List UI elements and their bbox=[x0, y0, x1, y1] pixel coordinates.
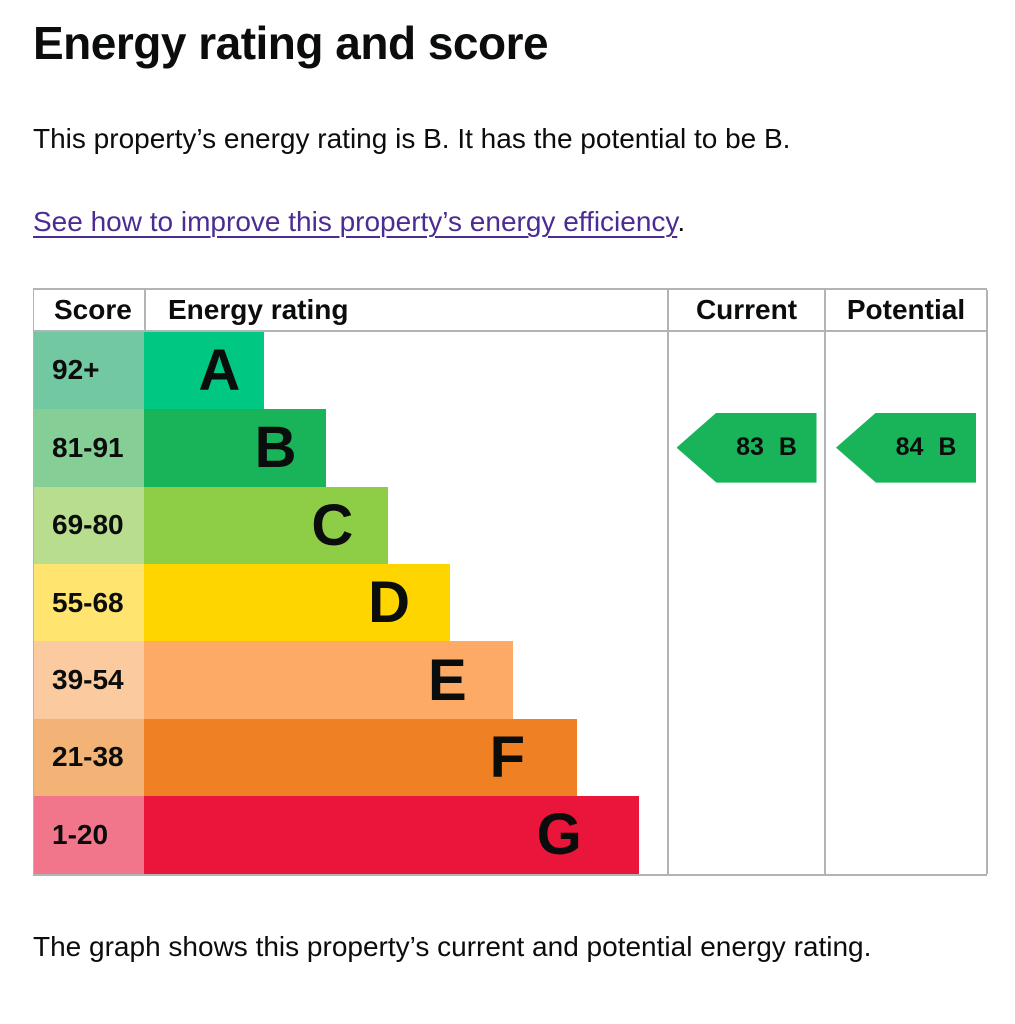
band-row-e: E bbox=[144, 641, 667, 719]
score-range-e: 39-54 bbox=[34, 641, 144, 719]
current-column: 83 B bbox=[667, 331, 824, 874]
page-title: Energy rating and score bbox=[33, 17, 549, 69]
link-period: . bbox=[677, 205, 686, 237]
intro-text: This property’s energy rating is B. It h… bbox=[33, 122, 791, 154]
band-row-b: B bbox=[144, 409, 667, 487]
potential-rating-label: 84 B bbox=[895, 433, 957, 462]
band-letter-d: D bbox=[368, 570, 410, 636]
current-rating-label: 83 B bbox=[736, 433, 797, 462]
band-letter-g: G bbox=[536, 802, 582, 868]
band-letter-b: B bbox=[254, 415, 297, 481]
potential-column: 84 B bbox=[824, 331, 988, 874]
column-header-current: Current bbox=[667, 289, 824, 332]
band-row-f: F bbox=[144, 718, 667, 797]
band-row-g: G bbox=[144, 796, 667, 874]
band-bar-e: E bbox=[144, 641, 513, 719]
band-bar-a: A bbox=[144, 331, 265, 410]
chart-caption: The graph shows this property’s current … bbox=[33, 930, 872, 962]
score-range-c: 69-80 bbox=[34, 486, 144, 564]
band-letter-f: F bbox=[489, 724, 526, 790]
column-header-potential: Potential bbox=[824, 289, 988, 332]
band-row-d: D bbox=[144, 563, 667, 642]
column-header-score: Score bbox=[34, 290, 144, 332]
improve-link-line: See how to improve this property’s energ… bbox=[33, 206, 985, 238]
band-row-c: C bbox=[144, 486, 667, 564]
band-bar-c: C bbox=[144, 486, 389, 564]
band-letter-c: C bbox=[311, 492, 354, 558]
improve-efficiency-link[interactable]: See how to improve this property’s energ… bbox=[33, 205, 678, 237]
current-rating-arrow: 83 B bbox=[676, 412, 817, 483]
score-range-g: 1-20 bbox=[34, 796, 144, 874]
score-range-a: 92+ bbox=[34, 331, 144, 410]
column-header-energy-rating: Energy rating bbox=[144, 289, 667, 332]
energy-rating-page: Energy rating and score This property’s … bbox=[33, 17, 988, 968]
energy-rating-chart: Score Energy rating Current Potential 92… bbox=[33, 287, 988, 876]
score-range-d: 55-68 bbox=[34, 563, 144, 642]
score-range-b: 81-91 bbox=[34, 409, 144, 487]
band-letter-e: E bbox=[428, 647, 467, 713]
potential-rating-arrow: 84 B bbox=[836, 412, 976, 483]
score-range-f: 21-38 bbox=[34, 718, 144, 797]
band-bar-g: G bbox=[144, 796, 639, 874]
band-bar-b: B bbox=[144, 409, 326, 487]
band-bar-f: F bbox=[144, 718, 577, 797]
band-bar-d: D bbox=[144, 563, 451, 642]
band-letter-a: A bbox=[198, 337, 241, 403]
band-row-a: A bbox=[144, 331, 667, 410]
